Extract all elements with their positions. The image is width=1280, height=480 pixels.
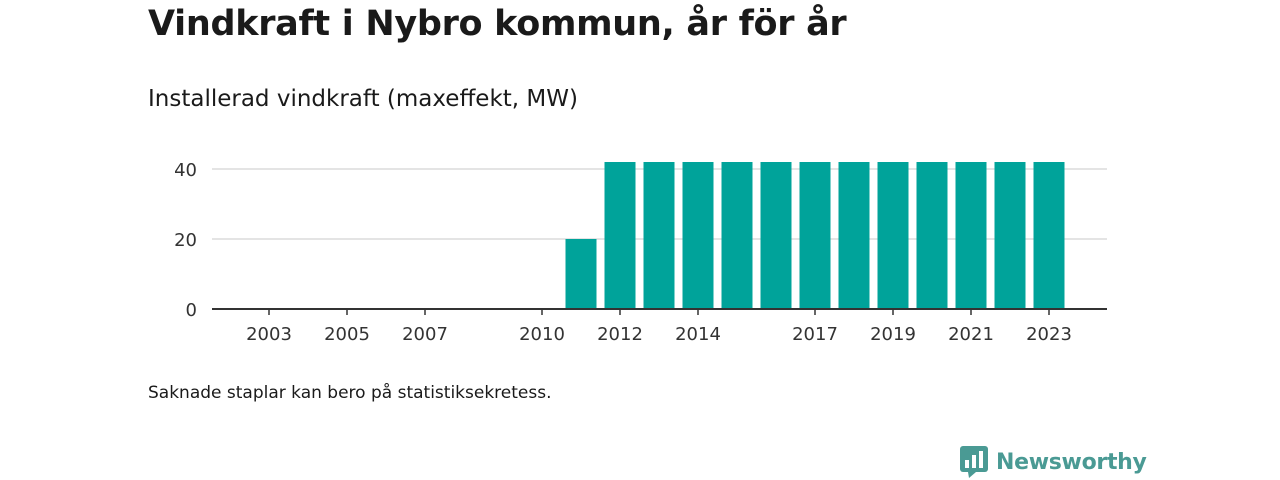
x-axis: 2003 2005 2007 2010 2012 2014 2017 2019 2021 2023	[212, 308, 1107, 345]
bar-2019	[877, 162, 909, 309]
bar-2014	[682, 162, 714, 309]
y-axis-tick-labels: 0 20 40	[174, 160, 197, 321]
chart-subtitle: Installerad vindkraft (maxeffekt, MW)	[148, 86, 578, 112]
footnote: Saknade staplar kan bero på statistiksek…	[148, 383, 552, 403]
x-tick-label: 2014	[675, 324, 721, 345]
x-tick-label: 2017	[792, 324, 838, 345]
y-tick-label: 40	[174, 160, 197, 181]
x-tick-label: 2012	[597, 324, 643, 345]
x-tick-label: 2021	[948, 324, 994, 345]
x-tick-label: 2023	[1026, 324, 1072, 345]
x-tick-label: 2003	[246, 324, 292, 345]
bar-2021	[955, 162, 987, 309]
bar-2015	[721, 162, 753, 309]
newsworthy-logo[interactable]: Newsworthy	[960, 446, 1147, 478]
chart-title: Vindkraft i Nybro kommun, år för år	[148, 4, 847, 44]
y-tick-label: 20	[174, 230, 197, 251]
bar-2011	[565, 239, 597, 309]
bar-2017	[799, 162, 831, 309]
bars	[565, 162, 1065, 309]
bar-2012	[604, 162, 636, 309]
bar-chart-speech-bubble-icon	[960, 446, 988, 478]
x-tick-label: 2005	[324, 324, 370, 345]
bar-2022	[994, 162, 1026, 309]
x-tick-label: 2010	[519, 324, 565, 345]
bar-2016	[760, 162, 792, 309]
x-tick-label: 2019	[870, 324, 916, 345]
y-tick-label: 0	[186, 300, 197, 321]
x-tick-label: 2007	[402, 324, 448, 345]
bar-2020	[916, 162, 948, 309]
brand-name: Newsworthy	[996, 449, 1147, 475]
bar-2023	[1033, 162, 1065, 309]
bar-2013	[643, 162, 675, 309]
bar-2018	[838, 162, 870, 309]
